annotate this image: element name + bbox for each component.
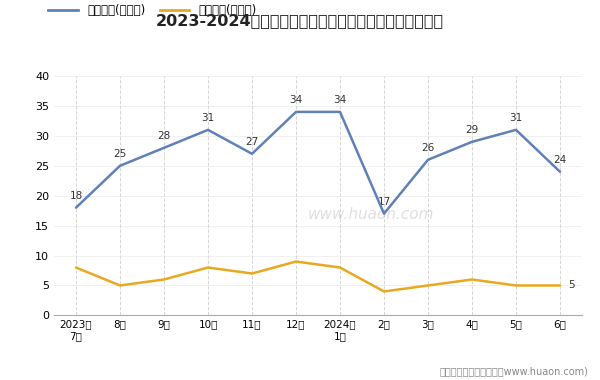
进口总额(亿美元) bbox=[116, 283, 124, 288]
Text: 29: 29 bbox=[466, 125, 479, 135]
出口总额(亿美元) bbox=[73, 205, 80, 210]
出口总额(亿美元) bbox=[380, 211, 388, 216]
Text: 18: 18 bbox=[70, 191, 83, 201]
Text: 31: 31 bbox=[202, 113, 215, 123]
进口总额(亿美元) bbox=[248, 271, 256, 276]
Text: 17: 17 bbox=[377, 197, 391, 207]
出口总额(亿美元) bbox=[337, 110, 344, 114]
Text: 制图：华经产业研究院（www.huaon.com): 制图：华经产业研究院（www.huaon.com) bbox=[439, 366, 588, 376]
进口总额(亿美元) bbox=[205, 265, 212, 270]
Text: 26: 26 bbox=[421, 143, 434, 153]
出口总额(亿美元) bbox=[424, 158, 431, 162]
进口总额(亿美元) bbox=[73, 265, 80, 270]
出口总额(亿美元) bbox=[205, 128, 212, 132]
进口总额(亿美元) bbox=[469, 277, 476, 282]
进口总额(亿美元) bbox=[337, 265, 344, 270]
Text: 31: 31 bbox=[509, 113, 523, 123]
Text: 27: 27 bbox=[245, 137, 259, 147]
出口总额(亿美元) bbox=[160, 146, 167, 150]
Text: 34: 34 bbox=[334, 95, 347, 105]
出口总额(亿美元) bbox=[512, 128, 520, 132]
进口总额(亿美元) bbox=[380, 289, 388, 294]
Text: 5: 5 bbox=[568, 280, 575, 290]
进口总额(亿美元) bbox=[556, 283, 563, 288]
Text: 2023-2024年崇左市商品收发货人所在地进、出口额统计: 2023-2024年崇左市商品收发货人所在地进、出口额统计 bbox=[156, 13, 444, 28]
出口总额(亿美元) bbox=[556, 169, 563, 174]
Text: 24: 24 bbox=[553, 155, 566, 165]
Legend: 出口总额(亿美元), 进口总额(亿美元): 出口总额(亿美元), 进口总额(亿美元) bbox=[43, 0, 262, 22]
出口总额(亿美元) bbox=[248, 152, 256, 156]
进口总额(亿美元) bbox=[512, 283, 520, 288]
出口总额(亿美元) bbox=[292, 110, 299, 114]
进口总额(亿美元) bbox=[424, 283, 431, 288]
Text: www.huaon.com: www.huaon.com bbox=[308, 207, 434, 222]
进口总额(亿美元) bbox=[160, 277, 167, 282]
Line: 出口总额(亿美元): 出口总额(亿美元) bbox=[76, 112, 560, 214]
进口总额(亿美元) bbox=[292, 259, 299, 264]
Text: 25: 25 bbox=[113, 149, 127, 159]
出口总额(亿美元) bbox=[469, 139, 476, 144]
出口总额(亿美元) bbox=[116, 163, 124, 168]
Line: 进口总额(亿美元): 进口总额(亿美元) bbox=[76, 261, 560, 291]
Text: 34: 34 bbox=[289, 95, 302, 105]
Text: 28: 28 bbox=[157, 131, 170, 141]
